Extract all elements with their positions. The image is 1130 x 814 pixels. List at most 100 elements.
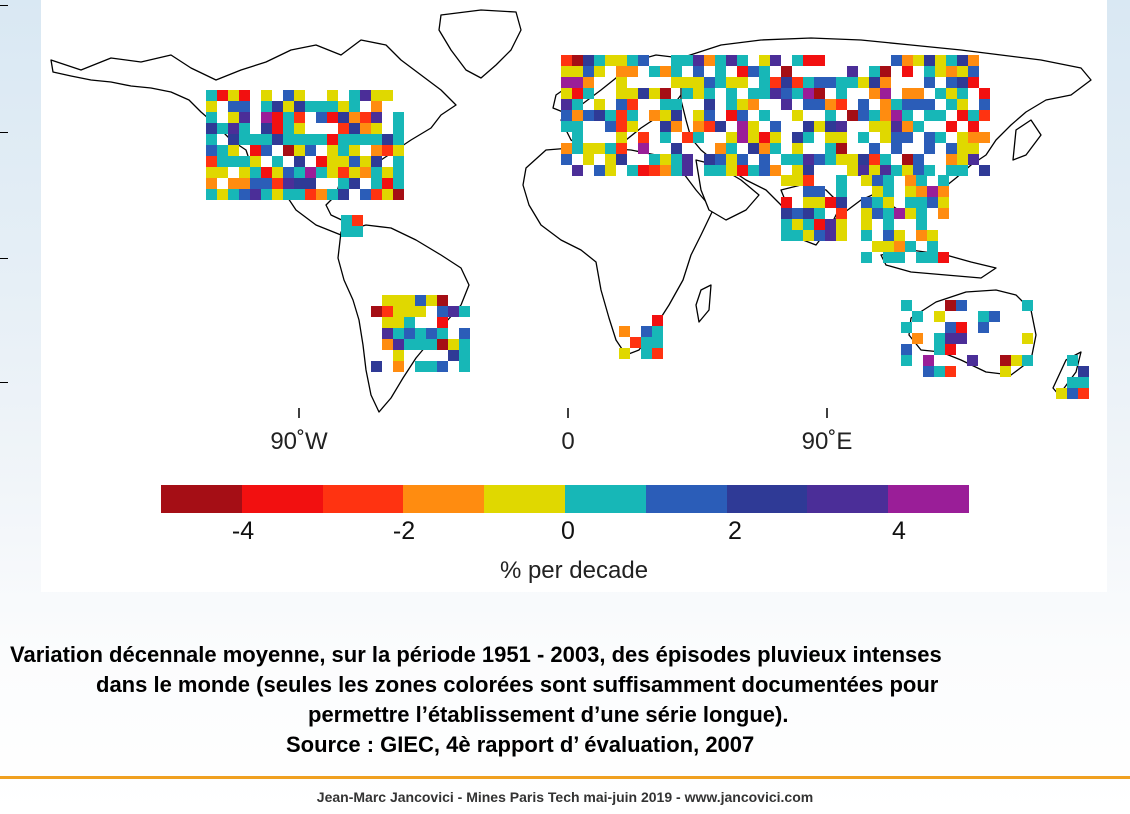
data-cell [967, 355, 978, 366]
colorbar-title: % per decade [499, 557, 649, 584]
data-cell [682, 77, 693, 88]
footer-credit: Jean-Marc Jancovici - Mines Paris Tech m… [316, 789, 814, 805]
data-cell [338, 167, 349, 178]
data-cell [934, 366, 945, 377]
caption: Variation décennale moyenne, sur la péri… [0, 640, 1130, 760]
data-cell [349, 167, 360, 178]
data-cell [217, 145, 228, 156]
data-cell [459, 350, 470, 361]
data-cell [956, 300, 967, 311]
data-cell [912, 333, 923, 344]
data-cell [946, 143, 957, 154]
data-cell [836, 121, 847, 132]
data-cell [704, 154, 715, 165]
data-cell [916, 197, 927, 208]
data-cell [371, 145, 382, 156]
data-cell [605, 165, 616, 176]
data-cell [792, 143, 803, 154]
data-cell [770, 88, 781, 99]
data-cell [957, 132, 968, 143]
data-cell [858, 99, 869, 110]
data-cell [594, 165, 605, 176]
data-cell [294, 90, 305, 101]
data-cell [371, 306, 382, 317]
data-cell [759, 110, 770, 121]
data-cell [561, 110, 572, 121]
data-cell [693, 66, 704, 77]
data-cell [916, 208, 927, 219]
data-cell [272, 134, 283, 145]
data-cell [426, 361, 437, 372]
data-cell [1022, 300, 1033, 311]
data-cell [605, 55, 616, 66]
data-cell [228, 123, 239, 134]
data-cell [228, 145, 239, 156]
data-cell [393, 189, 404, 200]
data-cell [781, 208, 792, 219]
data-cell [916, 219, 927, 230]
data-cell [459, 339, 470, 350]
data-cell [946, 165, 957, 176]
data-cell [660, 88, 671, 99]
data-cell [1000, 366, 1011, 377]
data-cell [382, 134, 393, 145]
data-cell [836, 132, 847, 143]
data-cell [737, 121, 748, 132]
data-cell [630, 337, 641, 348]
data-cell [1067, 355, 1078, 366]
data-cell [616, 77, 627, 88]
data-cell [616, 132, 627, 143]
data-cell [704, 88, 715, 99]
data-cell [715, 77, 726, 88]
data-cell [437, 328, 448, 339]
data-cell [924, 66, 935, 77]
data-cell [858, 132, 869, 143]
data-cell [206, 134, 217, 145]
data-cell [382, 90, 393, 101]
data-cell [792, 77, 803, 88]
data-cell [217, 123, 228, 134]
data-cell [803, 121, 814, 132]
data-cell [836, 175, 847, 186]
data-cell [316, 167, 327, 178]
data-cell [781, 219, 792, 230]
data-cell [327, 112, 338, 123]
data-cell [715, 165, 726, 176]
data-cell [616, 88, 627, 99]
lat-tick [0, 258, 8, 259]
data-cell [283, 189, 294, 200]
data-cell [748, 66, 759, 77]
data-cell [272, 189, 283, 200]
data-cell [770, 132, 781, 143]
data-cell [327, 145, 338, 156]
data-cell [352, 226, 363, 237]
data-cell [627, 66, 638, 77]
data-cell [239, 167, 250, 178]
data-cell [572, 143, 583, 154]
data-cell [360, 123, 371, 134]
data-cell [803, 99, 814, 110]
data-cell [382, 178, 393, 189]
data-cell [869, 121, 880, 132]
data-cell [883, 230, 894, 241]
data-cell [715, 143, 726, 154]
data-cell [572, 55, 583, 66]
data-cell [261, 123, 272, 134]
data-cell [305, 189, 316, 200]
data-cell [437, 339, 448, 350]
data-cell [872, 208, 883, 219]
data-cell [847, 77, 858, 88]
data-cell [206, 156, 217, 167]
greenland-outline [438, 9, 522, 79]
data-cell [957, 143, 968, 154]
data-cell [250, 134, 261, 145]
data-cell [945, 300, 956, 311]
data-cell [913, 121, 924, 132]
data-cell [905, 208, 916, 219]
data-cell [371, 156, 382, 167]
data-cell [781, 154, 792, 165]
data-cell [250, 178, 261, 189]
data-cell [426, 328, 437, 339]
data-cell [957, 88, 968, 99]
data-cell [382, 189, 393, 200]
